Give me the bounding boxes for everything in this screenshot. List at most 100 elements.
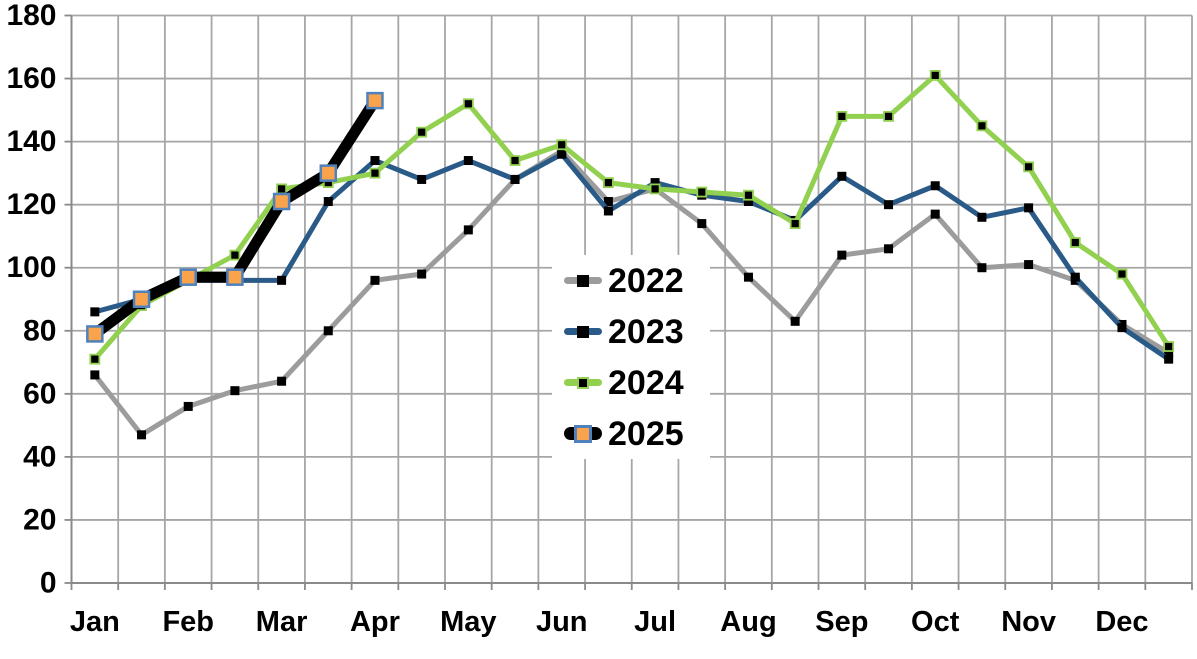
y-axis-label: 160 xyxy=(6,62,56,95)
x-axis-label-Jul: Jul xyxy=(634,606,676,638)
marker-2023 xyxy=(884,200,894,210)
y-axis-label: 40 xyxy=(23,440,56,473)
marker-2025 xyxy=(272,192,291,211)
marker-2023 xyxy=(743,197,753,207)
marker-2024 xyxy=(416,126,428,138)
marker-2023 xyxy=(1164,354,1174,364)
marker-2022 xyxy=(697,219,707,229)
marker-2023 xyxy=(323,197,333,207)
marker-2024 xyxy=(509,155,521,166)
marker-2024 xyxy=(976,120,988,132)
legend-swatch-2024 xyxy=(564,376,602,389)
marker-2022 xyxy=(790,316,800,326)
marker-2023 xyxy=(510,174,520,184)
series-line-2023 xyxy=(92,151,1172,362)
x-axis-label-May: May xyxy=(440,606,496,638)
marker-2024 xyxy=(369,167,381,179)
marker-2024 xyxy=(836,110,848,122)
marker-2022 xyxy=(370,275,380,285)
legend-item-2023: 2023 xyxy=(552,306,710,357)
marker-2024 xyxy=(743,189,754,201)
legend-label: 2023 xyxy=(608,312,684,351)
marker-2025 xyxy=(179,268,197,286)
marker-2022 xyxy=(183,401,193,411)
marker-2023 xyxy=(1024,203,1034,213)
marker-2023 xyxy=(977,212,987,222)
marker-2023 xyxy=(930,181,940,191)
marker-2023 xyxy=(277,275,287,285)
marker-2025 xyxy=(319,164,338,182)
legend-label: 2022 xyxy=(608,261,684,300)
marker-2022 xyxy=(603,197,613,207)
x-axis-label-Jan: Jan xyxy=(70,606,120,638)
legend-marker-2025 xyxy=(574,424,592,443)
marker-2024 xyxy=(89,353,101,365)
marker-2024 xyxy=(603,177,614,188)
marker-2022 xyxy=(977,263,987,273)
y-axis-label: 120 xyxy=(6,188,56,221)
marker-2022 xyxy=(90,370,100,380)
marker-2022 xyxy=(837,250,847,260)
marker-2023 xyxy=(557,149,567,159)
legend-swatch-2023 xyxy=(564,325,602,338)
marker-2023 xyxy=(463,156,473,166)
x-axis-label-Nov: Nov xyxy=(1001,606,1056,638)
legend-swatch-2022 xyxy=(564,274,602,287)
marker-2022 xyxy=(277,376,287,386)
y-axis-label: 100 xyxy=(6,251,56,284)
marker-2023 xyxy=(650,178,660,188)
marker-2023 xyxy=(90,307,100,317)
marker-2025 xyxy=(226,268,244,286)
marker-2023 xyxy=(1117,323,1127,333)
marker-2025 xyxy=(86,325,104,343)
marker-2023 xyxy=(837,171,847,181)
marker-2023 xyxy=(1070,272,1080,282)
marker-2024 xyxy=(649,183,661,195)
marker-2024 xyxy=(556,139,568,151)
marker-2024 xyxy=(1116,268,1128,280)
legend-swatch-2025 xyxy=(564,424,602,443)
x-axis-label-Dec: Dec xyxy=(1095,606,1148,638)
chart-legend: 2022 2023 2024 2025 xyxy=(552,255,710,459)
legend-marker-2024 xyxy=(577,376,589,389)
marker-2024 xyxy=(1163,341,1175,352)
x-axis-label-Aug: Aug xyxy=(720,606,776,638)
x-axis-label-Oct: Oct xyxy=(911,606,960,638)
x-axis-label-Mar: Mar xyxy=(256,606,308,638)
marker-2025 xyxy=(132,290,151,308)
x-axis-label-Jun: Jun xyxy=(536,606,588,638)
marker-2022 xyxy=(743,272,753,282)
marker-2022 xyxy=(417,269,427,279)
marker-2024 xyxy=(276,183,287,195)
marker-2022 xyxy=(323,326,333,336)
marker-2025 xyxy=(366,91,384,110)
legend-item-2024: 2024 xyxy=(552,357,710,408)
marker-2023 xyxy=(417,174,427,184)
marker-2024 xyxy=(696,186,708,198)
marker-2022 xyxy=(1024,260,1034,270)
marker-2022 xyxy=(1164,348,1174,358)
legend-item-2022: 2022 xyxy=(552,255,710,306)
x-axis-label-Apr: Apr xyxy=(350,606,400,638)
marker-2022 xyxy=(463,225,473,235)
marker-2023 xyxy=(603,206,613,216)
y-axis-label: 80 xyxy=(23,314,56,347)
legend-label: 2025 xyxy=(608,414,684,453)
marker-2022 xyxy=(230,386,240,396)
legend-item-2025: 2025 xyxy=(552,408,710,459)
axis-labels: 0 20 40 60 80 100 120 140 160 180 Jan Feb Mar Apr May J… xyxy=(6,0,1148,638)
legend-marker-2023 xyxy=(577,325,589,338)
x-axis-label-Feb: Feb xyxy=(162,606,214,638)
legend-marker-2022 xyxy=(577,274,589,287)
marker-2024 xyxy=(462,98,474,110)
x-axis-label-Sep: Sep xyxy=(815,606,868,638)
axes xyxy=(64,14,1193,590)
marker-2022 xyxy=(137,430,147,440)
data-series xyxy=(86,70,1175,440)
marker-2024 xyxy=(229,249,241,261)
gridlines xyxy=(71,14,1193,583)
marker-2022 xyxy=(884,244,894,254)
marker-2023 xyxy=(370,156,380,166)
marker-2024 xyxy=(929,70,941,81)
